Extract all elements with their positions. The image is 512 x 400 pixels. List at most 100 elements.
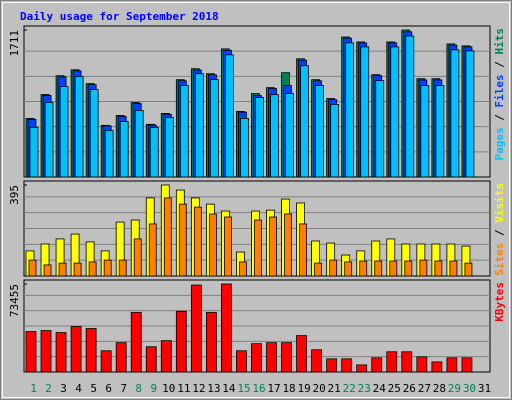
- x-tick-label: 6: [105, 382, 112, 395]
- x-tick-label: 18: [282, 382, 295, 395]
- legend-entry: KBytes: [493, 282, 506, 322]
- bar: [119, 121, 129, 178]
- bar: [103, 259, 112, 277]
- bar: [449, 260, 458, 277]
- bar: [434, 260, 443, 277]
- bar: [115, 342, 127, 373]
- bar: [299, 223, 307, 277]
- bar: [178, 203, 187, 277]
- bar: [28, 259, 37, 277]
- bar: [401, 351, 413, 373]
- bar: [225, 54, 234, 178]
- bar: [251, 343, 262, 373]
- bar: [208, 213, 217, 277]
- bar: [58, 262, 67, 277]
- x-tick-label: 13: [207, 382, 220, 395]
- bar: [118, 259, 127, 277]
- bar: [329, 259, 338, 277]
- x-tick-label: 12: [192, 382, 205, 395]
- bar: [55, 332, 67, 373]
- bar: [374, 260, 383, 277]
- bar: [285, 93, 294, 178]
- bar: [465, 50, 475, 178]
- bar: [221, 283, 232, 373]
- x-tick-label: 15: [237, 382, 250, 395]
- x-tick-label: 23: [358, 382, 371, 395]
- bar: [163, 197, 172, 277]
- bar: [269, 216, 277, 277]
- y-tick-label: 395: [8, 185, 21, 205]
- bar: [404, 260, 413, 277]
- bar: [419, 259, 428, 277]
- x-tick-label: 28: [433, 382, 446, 395]
- bar: [100, 350, 112, 373]
- legend: Sites / Visits: [493, 183, 506, 276]
- x-tick-label: 11: [177, 382, 190, 395]
- bar: [104, 129, 114, 178]
- bar: [149, 126, 159, 178]
- legend-separator: /: [493, 55, 506, 75]
- bar: [40, 330, 52, 373]
- bar: [431, 361, 443, 373]
- bar: [85, 328, 97, 373]
- bar: [389, 260, 398, 277]
- bar: [224, 216, 232, 277]
- bar: [446, 357, 458, 373]
- x-tick-label: 1: [30, 382, 37, 395]
- bar: [375, 80, 385, 178]
- bar: [148, 223, 157, 277]
- x-tick-label: 7: [120, 382, 127, 395]
- bar: [134, 110, 144, 178]
- chart-title: Daily usage for September 2018: [20, 10, 219, 23]
- legend-separator: /: [493, 223, 506, 243]
- x-tick-label: 29: [448, 382, 461, 395]
- x-tick-label: 14: [222, 382, 236, 395]
- x-tick-label: 16: [252, 382, 265, 395]
- bar: [133, 238, 142, 277]
- y-tick-label: 73455: [8, 284, 21, 317]
- legend-separator: /: [493, 108, 506, 128]
- bar: [270, 94, 279, 178]
- bar: [190, 284, 202, 373]
- legend-entry: Sites: [493, 243, 506, 276]
- bar: [416, 356, 428, 373]
- bar: [160, 340, 172, 373]
- bar: [130, 311, 142, 373]
- x-tick-label: 22: [343, 382, 356, 395]
- bar: [284, 213, 292, 277]
- bar: [266, 342, 277, 373]
- bar: [236, 350, 247, 373]
- x-tick-label: 9: [150, 382, 157, 395]
- bar: [300, 65, 309, 178]
- bar: [209, 79, 219, 178]
- bar: [73, 262, 82, 277]
- x-tick-label: 2: [45, 382, 52, 395]
- bar: [239, 261, 247, 277]
- x-tick-label: 8: [135, 382, 142, 395]
- bar: [315, 85, 325, 178]
- bar: [360, 46, 370, 178]
- bar: [88, 261, 97, 277]
- x-tick-label: 21: [328, 382, 341, 395]
- bar: [164, 116, 174, 178]
- y-tick-label: 1711: [8, 30, 21, 57]
- x-tick-label: 10: [162, 382, 175, 395]
- bar: [461, 357, 473, 373]
- x-tick-label: 17: [267, 382, 280, 395]
- bar: [193, 206, 202, 277]
- bar: [314, 262, 323, 277]
- bar: [464, 262, 473, 277]
- x-tick-label: 26: [403, 382, 416, 395]
- bar: [435, 85, 445, 178]
- bar: [194, 73, 204, 178]
- bar: [345, 42, 355, 178]
- bar: [70, 326, 82, 373]
- bar: [420, 85, 430, 178]
- bar: [29, 126, 39, 178]
- bar: [356, 364, 368, 373]
- bar: [386, 351, 398, 373]
- x-tick-label: 31: [478, 382, 491, 395]
- bar: [240, 118, 249, 178]
